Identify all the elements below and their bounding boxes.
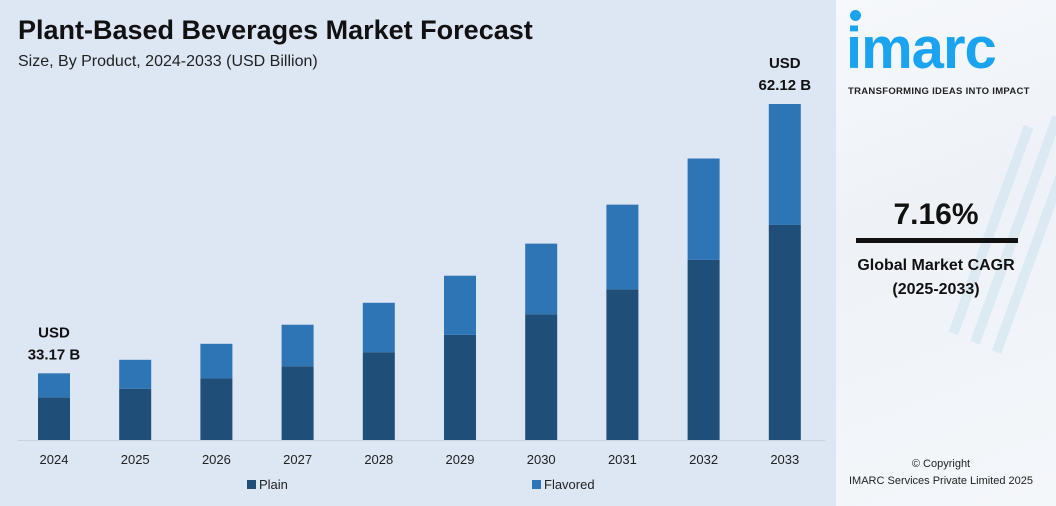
data-label-2024-line1: USD <box>38 324 70 341</box>
bar-plain-2026 <box>200 378 233 440</box>
legend-label-flavored: Flavored <box>544 477 595 492</box>
cagr-value: 7.16% <box>893 198 979 231</box>
bar-flavored-2032 <box>687 158 720 260</box>
x-tick-label: 2030 <box>527 452 556 467</box>
copyright: © Copyright IMARC Services Private Limit… <box>836 456 1046 490</box>
bar-plain-2029 <box>444 334 476 440</box>
bar-flavored-2028 <box>362 302 395 353</box>
imarc-logo: imarc <box>846 16 997 81</box>
x-tick-label: 2025 <box>121 452 150 467</box>
legend-swatch-flavored <box>532 480 541 489</box>
bar-flavored-2029 <box>444 275 476 335</box>
data-label-2033-line1: USD <box>769 55 801 72</box>
data-label-2024-line2: 33.17 B <box>28 346 81 363</box>
chart-panel: Plant-Based Beverages Market Forecast Si… <box>0 0 836 506</box>
bar-flavored-2027 <box>281 324 314 367</box>
x-tick-label: 2026 <box>202 452 231 467</box>
info-panel: imarc TRANSFORMING IDEAS INTO IMPACT 7.1… <box>836 0 1056 506</box>
x-tick-label: 2033 <box>770 452 799 467</box>
bar-plain-2033 <box>768 224 801 440</box>
bar-plain-2032 <box>687 259 720 440</box>
bar-flavored-2030 <box>525 243 558 315</box>
bar-plain-2025 <box>119 388 152 440</box>
x-tick-label: 2032 <box>689 452 718 467</box>
x-tick-label: 2028 <box>364 452 393 467</box>
bar-plain-2027 <box>281 366 314 440</box>
x-tick-label: 2024 <box>40 452 69 467</box>
x-tick-label: 2031 <box>608 452 637 467</box>
bar-plain-2030 <box>525 314 558 440</box>
bar-flavored-2026 <box>200 343 233 379</box>
cagr-label-line1: Global Market CAGR <box>857 257 1015 274</box>
brand-tagline: TRANSFORMING IDEAS INTO IMPACT <box>848 86 1030 97</box>
legend-label-plain: Plain <box>259 477 288 492</box>
copyright-line1: © Copyright <box>911 458 971 470</box>
bar-flavored-2031 <box>606 204 639 290</box>
bar-plain-2028 <box>362 352 395 440</box>
data-label-2033-line2: 62.12 B <box>759 77 812 94</box>
bar-flavored-2033 <box>768 104 801 225</box>
bar-plain-2031 <box>606 289 639 440</box>
x-tick-label: 2027 <box>283 452 312 467</box>
logo-dot <box>850 10 861 21</box>
chart-subtitle: Size, By Product, 2024-2033 (USD Billion… <box>18 53 318 70</box>
cagr-label: Global Market CAGR (2025-2033) <box>836 254 1036 302</box>
legend-swatch-plain <box>247 480 256 489</box>
bar-plain-2024 <box>38 397 70 440</box>
bar-flavored-2025 <box>119 359 152 389</box>
chart-title: Plant-Based Beverages Market Forecast <box>18 15 533 45</box>
copyright-line2: IMARC Services Private Limited 2025 <box>848 475 1033 487</box>
bar-chart: 2024 USD 33.17 B 2025 2026 2027 2028 2029 2030 20… <box>18 55 825 492</box>
x-tick-label: 2029 <box>446 452 475 467</box>
bar-flavored-2024 <box>38 373 70 398</box>
cagr-label-line2: (2025-2033) <box>892 281 980 298</box>
divider <box>856 238 1018 243</box>
